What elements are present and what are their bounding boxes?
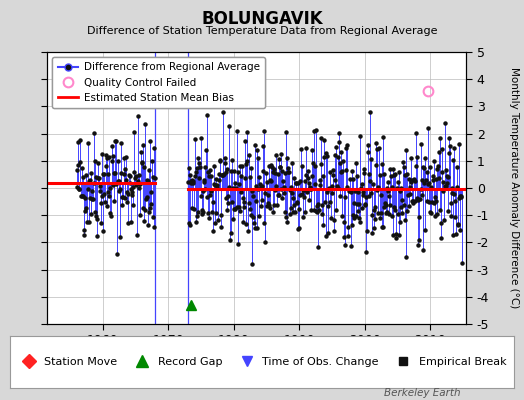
Legend: Difference from Regional Average, Quality Control Failed, Estimated Station Mean: Difference from Regional Average, Qualit…: [52, 57, 265, 108]
Legend: Station Move, Record Gap, Time of Obs. Change, Empirical Break: Station Move, Record Gap, Time of Obs. C…: [18, 357, 506, 367]
Y-axis label: Monthly Temperature Anomaly Difference (°C): Monthly Temperature Anomaly Difference (…: [509, 67, 519, 309]
Text: Difference of Station Temperature Data from Regional Average: Difference of Station Temperature Data f…: [87, 26, 437, 36]
Text: Berkeley Earth: Berkeley Earth: [385, 388, 461, 398]
Text: BOLUNGAVIK: BOLUNGAVIK: [201, 10, 323, 28]
